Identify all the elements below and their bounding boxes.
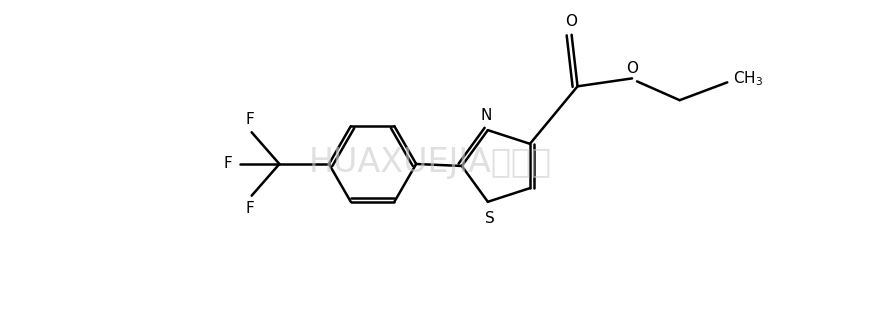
Text: N: N (480, 108, 491, 123)
Text: F: F (245, 201, 253, 216)
Text: F: F (223, 156, 232, 171)
Text: HUAXUEJIA化学加: HUAXUEJIA化学加 (308, 145, 551, 179)
Text: F: F (245, 112, 253, 127)
Text: O: O (565, 14, 577, 29)
Text: CH$_3$: CH$_3$ (732, 69, 762, 88)
Text: S: S (484, 211, 494, 226)
Text: O: O (625, 62, 638, 76)
